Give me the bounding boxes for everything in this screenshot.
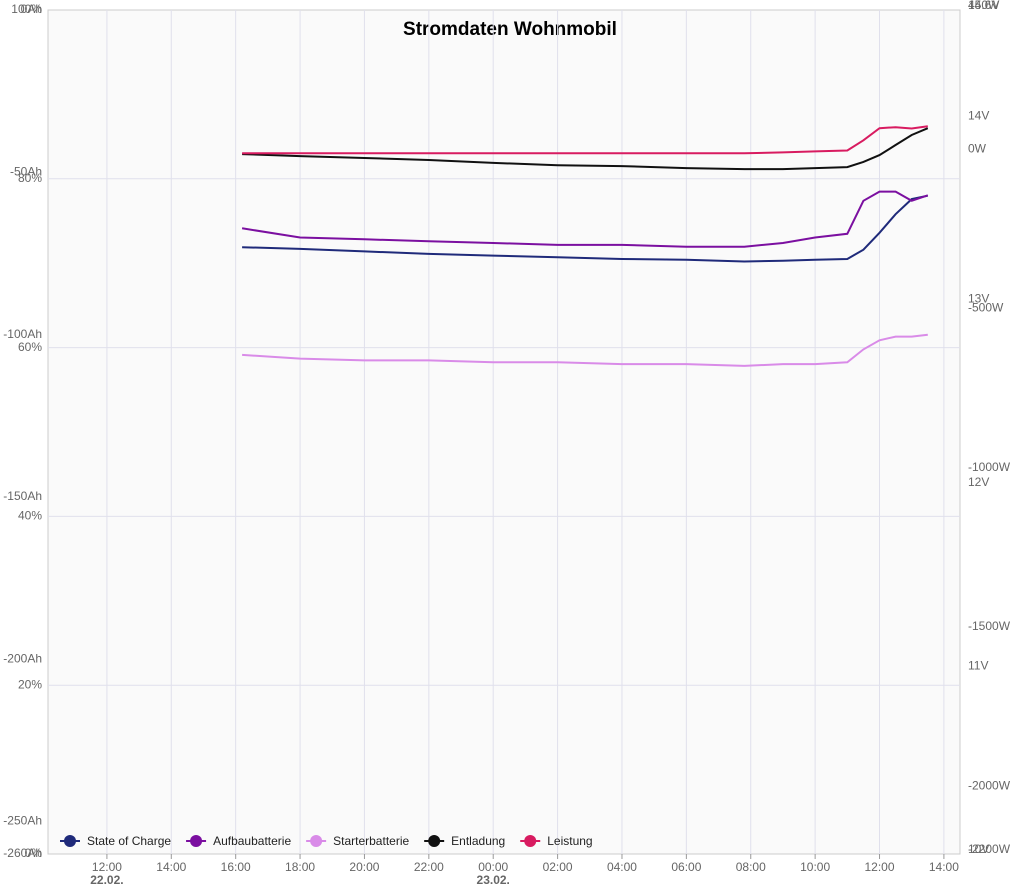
y-tick-label: -2000W xyxy=(968,778,1011,792)
y-tick-label: 60% xyxy=(18,340,42,354)
y-tick-label: 0W xyxy=(968,141,987,155)
y-tick-label: -1000W xyxy=(968,460,1011,474)
y-tick-label: 80% xyxy=(18,171,42,185)
y-tick-label: -50Ah xyxy=(10,164,42,178)
x-tick-label: 18:00 xyxy=(285,860,315,874)
legend-label[interactable]: Starterbatterie xyxy=(333,834,409,848)
x-tick-label: 12:00 xyxy=(92,860,122,874)
y-tick-label: 40% xyxy=(18,509,42,523)
x-tick-label: 08:00 xyxy=(736,860,766,874)
chart-title: Stromdaten Wohnmobil xyxy=(403,19,617,40)
x-tick-label: 00:00 xyxy=(478,860,508,874)
y-tick-label: 10V xyxy=(968,842,989,856)
legend-label[interactable]: Aufbaubatterie xyxy=(213,834,291,848)
y-tick-label: -2200W xyxy=(968,842,1011,856)
series-line xyxy=(241,190,929,248)
y-tick-label: 14.6V xyxy=(968,0,999,12)
x-tick-label: 06:00 xyxy=(671,860,701,874)
legend-marker xyxy=(310,835,323,847)
y-tick-label: 14V xyxy=(968,108,989,122)
y-tick-label: -1500W xyxy=(968,619,1011,633)
legend-label[interactable]: Leistung xyxy=(547,834,592,848)
y-tick-label: -250Ah xyxy=(3,814,42,828)
legend-marker xyxy=(190,835,203,847)
series-line xyxy=(242,333,928,367)
y-tick-label: 0% xyxy=(25,846,43,860)
x-tick-label: 22:00 xyxy=(414,860,444,874)
legend-label[interactable]: Entladung xyxy=(451,834,505,848)
x-tick-label: 10:00 xyxy=(800,860,830,874)
y-tick-label: 100% xyxy=(11,2,42,16)
x-tick-label: 12:00 xyxy=(865,860,895,874)
y-tick-label: -500W xyxy=(968,301,1004,315)
x-tick-label: 04:00 xyxy=(607,860,637,874)
series-line xyxy=(242,194,929,263)
y-tick-label: -100Ah xyxy=(3,327,42,341)
y-tick-label: 13V xyxy=(968,292,989,306)
y-tick-label: -200Ah xyxy=(3,651,42,665)
y-tick-label: 20% xyxy=(18,677,42,691)
date-label: 23.02. xyxy=(477,873,510,887)
legend-marker xyxy=(524,835,537,847)
y-tick-label: 450W xyxy=(968,0,1000,12)
x-tick-label: 20:00 xyxy=(349,860,379,874)
x-tick-label: 14:00 xyxy=(929,860,959,874)
x-tick-label: 16:00 xyxy=(221,860,251,874)
y-tick-label: -260Ah xyxy=(3,846,42,860)
date-label: 22.02. xyxy=(90,873,123,887)
legend-marker xyxy=(428,835,441,847)
x-tick-label: 14:00 xyxy=(156,860,186,874)
legend-label[interactable]: State of Charge xyxy=(87,834,171,848)
x-tick-label: 02:00 xyxy=(543,860,573,874)
legend-marker xyxy=(64,835,76,847)
series-line xyxy=(242,127,929,171)
y-tick-label: -150Ah xyxy=(3,489,42,503)
series-line xyxy=(242,125,928,155)
y-tick-label: 0Ah xyxy=(21,2,42,16)
plot-area xyxy=(47,9,961,855)
y-tick-label: 11V xyxy=(968,659,988,673)
y-tick-label: 12V xyxy=(968,475,989,489)
